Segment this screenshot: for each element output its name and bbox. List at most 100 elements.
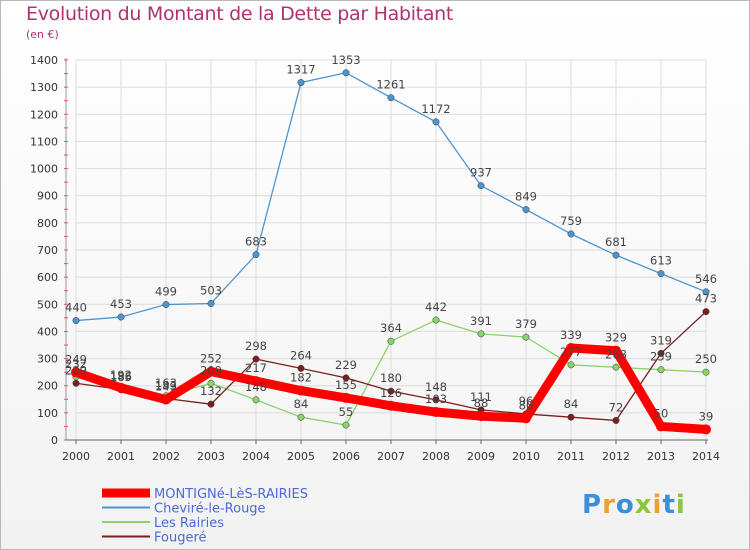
data-point [161,394,171,405]
data-point [342,69,350,77]
data-point [432,396,440,404]
x-tick-label: 2008 [422,450,450,463]
data-label: 182 [290,371,312,385]
data-label: 329 [605,331,627,345]
data-point [162,301,170,309]
data-label: 391 [470,314,492,328]
x-tick-label: 2011 [557,450,585,463]
data-label: 759 [560,214,582,228]
data-point [702,288,710,296]
data-label: 111 [470,390,492,404]
data-label: 209 [200,363,222,377]
data-point [702,368,710,376]
data-point [477,182,485,190]
data-point [567,230,575,238]
data-point [657,270,665,278]
y-tick-label: 400 [37,325,58,338]
data-point [567,413,575,421]
y-tick-label: 300 [37,353,58,366]
axes: 0 100 200 300 400 500 600 700 800 900 1000 1100 1200… [30,54,720,463]
data-label: 186 [110,370,132,384]
y-tick-label: 700 [37,244,58,257]
data-label: 1261 [376,78,405,92]
data-point [252,355,260,363]
data-point [386,400,396,411]
data-label: 683 [245,235,267,249]
data-label: 155 [335,378,357,392]
chart-title: Evolution du Montant de la Dette par Hab… [26,3,454,25]
data-point [206,366,216,377]
x-tick-label: 2001 [107,450,135,463]
data-label: 1353 [331,53,360,67]
data-point [567,361,575,369]
data-point [476,411,486,422]
data-label: 72 [609,400,624,414]
data-point [657,349,665,357]
data-point [612,363,620,371]
legend-label: Fougeré [154,531,207,546]
x-tick-label: 2012 [602,450,630,463]
data-point [116,382,126,393]
data-label: 126 [380,386,402,400]
data-label: 103 [425,392,447,406]
data-point [207,300,215,307]
data-point [252,396,260,404]
logo-letter: r [602,490,616,520]
logo-letter: x [634,490,653,520]
data-label: 153 [155,378,177,392]
logo-letter: P [582,490,603,520]
y-tick-label: 800 [37,217,58,230]
x-tick-label: 2002 [152,450,180,463]
data-point [387,94,395,102]
data-label: 937 [470,166,492,180]
data-label: 80 [519,398,534,412]
logo-letter: i [652,490,663,520]
y-tick-label: 200 [37,380,58,393]
x-tick-label: 2004 [242,450,270,463]
x-tick-label: 2014 [692,450,720,463]
data-label: 50 [654,406,669,420]
data-label: 209 [65,363,87,377]
data-point [117,313,125,321]
legend-label: MONTIGNé-LèS-RAIRIES [154,487,308,502]
data-label: 298 [245,339,267,353]
y-tick-label: 1300 [30,81,58,94]
data-label: 132 [200,384,222,398]
data-point [207,379,215,387]
y-tick-label: 500 [37,298,58,311]
data-label: 681 [605,235,627,249]
x-tick-label: 2007 [377,450,405,463]
data-label: 163 [155,376,177,390]
data-point [387,337,395,345]
data-point [296,385,306,396]
data-point [297,364,305,372]
data-label: 96 [519,394,534,408]
data-point [566,342,576,353]
logo-letter: i [675,490,686,520]
data-point [521,413,531,424]
data-point [297,79,305,86]
y-tick-label: 600 [37,271,58,284]
data-label: 442 [425,300,447,314]
data-point [522,206,530,214]
y-tick-label: 0 [51,434,58,447]
data-label: 453 [110,297,132,311]
y-tick-label: 1000 [30,163,58,176]
data-point [341,392,351,403]
data-label: 148 [425,380,447,394]
data-point [702,308,710,316]
data-label: 277 [560,345,582,359]
data-label: 250 [695,352,717,366]
data-point [342,421,350,429]
data-label: 264 [290,348,312,362]
data-label: 252 [200,352,222,366]
x-tick-label: 2006 [332,450,360,463]
data-label: 339 [560,328,582,342]
y-tick-label: 100 [37,407,58,420]
data-label: 440 [65,301,87,315]
x-tick-label: 2005 [287,450,315,463]
data-label: 249 [65,352,87,366]
